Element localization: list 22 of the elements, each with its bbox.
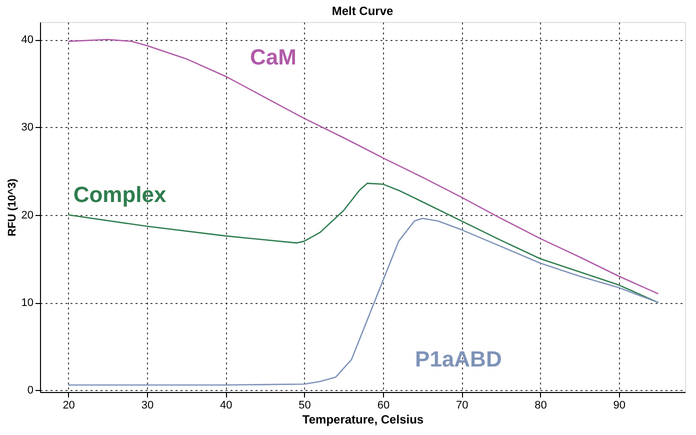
- y-tick-label: 10: [21, 297, 34, 310]
- chart-title: Melt Curve: [332, 4, 394, 18]
- text: P1aABD: [415, 346, 502, 372]
- x-axis-title: Temperature, Celsius: [302, 412, 424, 426]
- x-tick-label: 50: [298, 400, 311, 412]
- series-label: CaM: [250, 44, 296, 70]
- series-label: Complex: [73, 182, 167, 207]
- line-series: [68, 38, 659, 294]
- x-tick-label: 40: [220, 400, 232, 412]
- x-tick-label: 60: [377, 400, 390, 412]
- y-axis-title: RFU (10^3): [6, 178, 18, 236]
- x-tick-label: 80: [534, 400, 547, 412]
- x-tick-label: 90: [613, 400, 626, 412]
- y-tick-label: 20: [21, 209, 34, 222]
- x-tick-label: 20: [62, 400, 75, 412]
- y-tick-label: 30: [21, 122, 34, 134]
- line-series: [68, 182, 659, 304]
- y-tick-label: 0: [27, 384, 34, 397]
- line-series: [68, 218, 659, 386]
- x-tick-label: 70: [456, 400, 468, 412]
- y-tick-label: 40: [21, 34, 34, 46]
- x-tick-label: 30: [141, 400, 154, 412]
